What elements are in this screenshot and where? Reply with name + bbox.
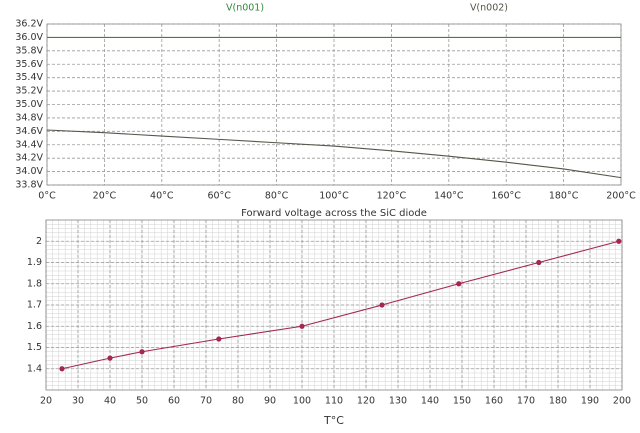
x-tick-label: 70 [200,396,212,407]
data-point [616,238,622,244]
y-tick-label: 1.4 [27,363,42,374]
chart-title: Forward voltage across the SiC diode [241,208,427,219]
x-tick-label: 190 [581,396,599,407]
x-tick-label: 150 [453,396,471,407]
data-point [299,323,305,329]
y-tick-label: 34.8V [15,112,43,123]
x-tick-label: 140°C [434,191,464,202]
y-tick-label: 34.0V [15,166,43,177]
data-point [59,366,65,372]
x-axis-label: T°C [323,414,344,427]
y-tick-label: 35.8V [15,45,43,56]
x-tick-label: 30 [72,396,84,407]
x-tick-label: 140 [421,396,439,407]
y-tick-label: 34.4V [15,139,43,150]
x-tick-label: 100 [293,396,311,407]
y-tick-label: 1.6 [27,321,42,332]
y-tick-label: 2 [36,236,42,247]
x-tick-label: 60 [168,396,180,407]
y-tick-label: 35.6V [15,59,43,70]
legend-label: V(n001) [226,3,264,14]
x-tick-label: 160 [485,396,503,407]
y-tick-label: 1.5 [27,342,42,353]
plot-border [46,23,622,186]
y-tick-label: 1.9 [27,257,42,268]
x-tick-label: 180°C [549,191,579,202]
x-tick-label: 40°C [150,191,174,202]
x-tick-label: 80°C [265,191,289,202]
y-tick-label: 36.0V [15,32,43,43]
x-tick-label: 20°C [93,191,117,202]
x-tick-label: 160°C [491,191,521,202]
y-tick-label: 34.6V [15,126,43,137]
x-tick-label: 20 [40,396,52,407]
x-tick-label: 120 [357,396,375,407]
data-point [536,259,542,266]
data-point [456,281,462,287]
x-tick-label: 60°C [207,191,231,202]
x-tick-label: 90 [264,396,276,407]
x-tick-label: 80 [232,396,244,407]
x-tick-label: 170 [517,396,535,407]
x-tick-label: 0°C [38,191,56,202]
x-tick-label: 180 [549,396,567,407]
y-tick-label: 35.4V [15,72,43,83]
x-tick-label: 110 [325,396,343,407]
data-point [379,302,385,308]
x-tick-label: 200 [613,396,631,407]
legend-label: V(n002) [470,3,508,14]
x-tick-label: 130 [389,396,407,407]
x-tick-label: 100°C [319,191,349,202]
x-tick-label: 40 [104,396,116,407]
x-tick-label: 120°C [377,191,407,202]
y-tick-label: 35.2V [15,86,43,97]
x-tick-label: 200°C [606,191,636,202]
data-point [107,355,113,361]
y-tick-label: 1.8 [27,278,42,289]
x-tick-label: 50 [136,396,148,407]
data-point [216,336,222,342]
y-tick-label: 36.2V [15,19,43,30]
y-tick-label: 35.0V [15,99,43,110]
y-tick-label: 1.7 [27,300,42,311]
data-line [46,129,622,179]
y-tick-label: 34.2V [15,153,43,164]
plot-border [45,219,623,391]
data-point [139,349,145,355]
y-tick-label: 33.8V [15,180,43,191]
